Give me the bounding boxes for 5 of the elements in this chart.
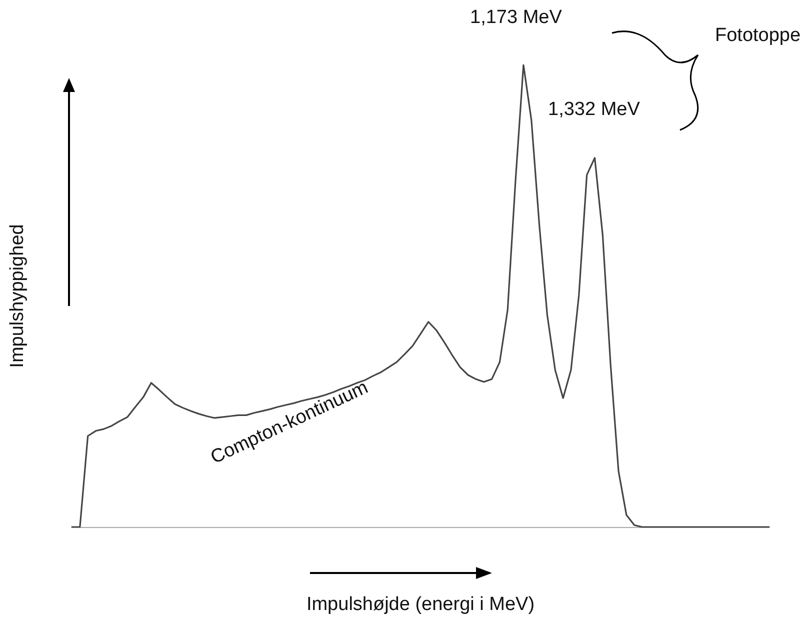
annotation: 1,332 MeV	[548, 99, 640, 120]
text: Fototoppe	[715, 25, 801, 46]
x-axis-title: Impulshøjde (energi i MeV)	[306, 594, 535, 615]
y-axis-title: Impulshyppighed	[7, 224, 28, 368]
text: 1,173 MeV	[470, 7, 562, 28]
